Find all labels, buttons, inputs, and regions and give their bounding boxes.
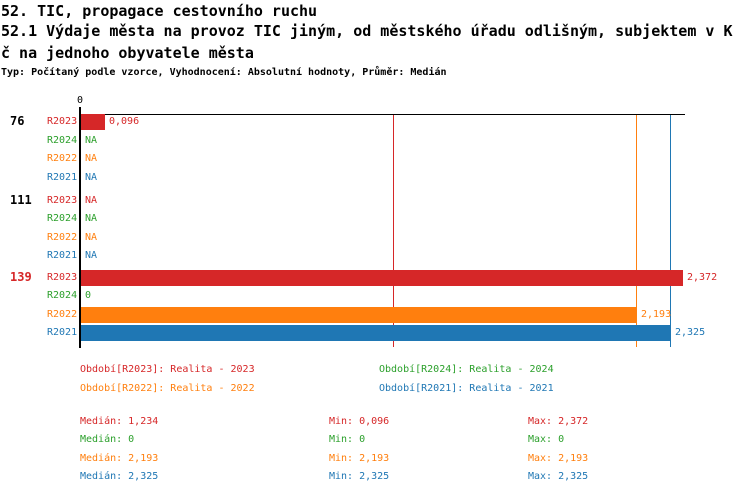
median-line-r2022 — [636, 115, 637, 347]
series-label: R2023 — [47, 195, 78, 206]
x-axis-line — [80, 114, 685, 115]
value-label: 2,325 — [675, 327, 706, 338]
chart-subtitle-line-1: 52.1 Výdaje města na provoz TIC jiným, o… — [1, 22, 733, 40]
series-label: R2024 — [47, 135, 78, 146]
bar-r2023-group139 — [81, 270, 683, 286]
chart-title: 52. TIC, propagace cestovního ruchu — [1, 2, 318, 20]
value-label: 2,193 — [641, 309, 672, 320]
bar-r2022-group139 — [81, 307, 637, 323]
value-label: NA — [85, 250, 98, 261]
value-label: NA — [85, 213, 98, 224]
stat-min-r2021: Min: 2,325 — [329, 471, 390, 482]
series-label: R2022 — [47, 232, 78, 243]
bar-r2023-group76 — [81, 114, 105, 130]
legend-item-r2022: Období[R2022]: Realita - 2022 — [80, 383, 255, 394]
value-label: 2,372 — [687, 272, 718, 283]
series-label: R2023 — [47, 116, 78, 127]
bar-r2021-group139 — [81, 325, 671, 341]
value-label: 0 — [85, 290, 92, 301]
series-label: R2024 — [47, 213, 78, 224]
series-label: R2022 — [47, 153, 78, 164]
y-axis-line — [79, 107, 81, 348]
value-label: NA — [85, 172, 98, 183]
stat-min-r2022: Min: 2,193 — [329, 453, 390, 464]
value-label: NA — [85, 153, 98, 164]
stat-min-r2024: Min: 0 — [329, 434, 366, 445]
group-label-111: 111 — [10, 193, 32, 207]
series-label: R2024 — [47, 290, 78, 301]
stat-max-r2023: Max: 2,372 — [528, 416, 589, 427]
value-label: 0,096 — [109, 116, 140, 127]
series-label: R2021 — [47, 250, 78, 261]
median-line-r2021 — [670, 115, 671, 347]
legend-item-r2024: Období[R2024]: Realita - 2024 — [379, 364, 554, 375]
legend-item-r2021: Období[R2021]: Realita - 2021 — [379, 383, 554, 394]
stat-max-r2022: Max: 2,193 — [528, 453, 589, 464]
series-label: R2023 — [47, 272, 78, 283]
group-label-76: 76 — [10, 114, 25, 128]
value-label: NA — [85, 232, 98, 243]
median-line-r2023 — [393, 115, 394, 347]
value-label: NA — [85, 135, 98, 146]
group-label-139-highlighted: 139 — [10, 270, 32, 284]
series-label: R2022 — [47, 309, 78, 320]
stat-median-r2023: Medián: 1,234 — [80, 416, 159, 427]
chart-meta: Typ: Počítaný podle vzorce, Vyhodnocení:… — [1, 67, 447, 78]
series-label: R2021 — [47, 172, 78, 183]
stat-median-r2021: Medián: 2,325 — [80, 471, 159, 482]
stat-max-r2024: Max: 0 — [528, 434, 565, 445]
legend-item-r2023: Období[R2023]: Realita - 2023 — [80, 364, 255, 375]
stat-median-r2024: Medián: 0 — [80, 434, 135, 445]
series-label: R2021 — [47, 327, 78, 338]
stat-median-r2022: Medián: 2,193 — [80, 453, 159, 464]
stat-max-r2021: Max: 2,325 — [528, 471, 589, 482]
stat-min-r2023: Min: 0,096 — [329, 416, 390, 427]
value-label: NA — [85, 195, 98, 206]
chart-subtitle-line-2: č na jednoho obyvatele města — [1, 44, 254, 62]
x-axis-zero-label: 0 — [76, 95, 84, 106]
